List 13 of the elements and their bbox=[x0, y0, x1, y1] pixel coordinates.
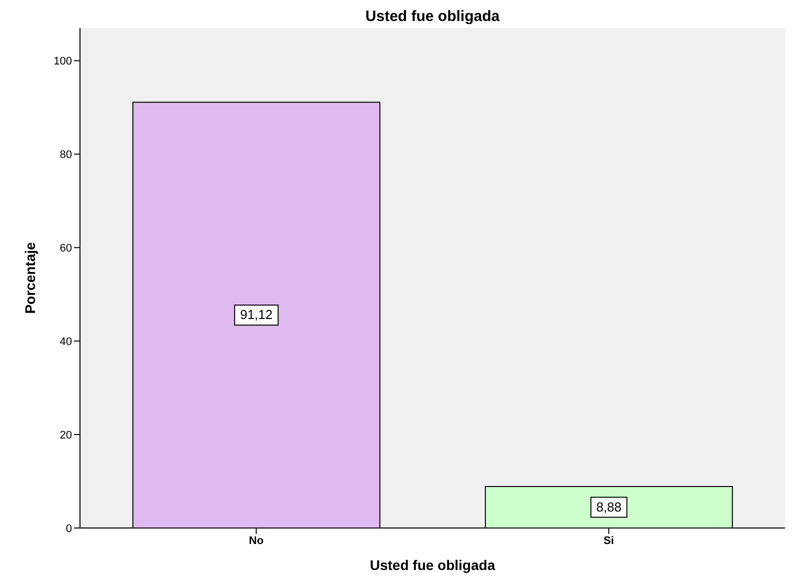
y-tick-label: 0 bbox=[66, 522, 72, 535]
data-label: 8,88 bbox=[596, 499, 622, 514]
y-tick-label: 20 bbox=[60, 429, 72, 442]
data-label: 91,12 bbox=[240, 307, 273, 322]
y-tick-label: 40 bbox=[60, 336, 72, 348]
chart-title: Usted fue obligada bbox=[364, 8, 501, 25]
y-axis-title: Porcentaje bbox=[22, 242, 38, 314]
x-tick-label: No bbox=[248, 534, 264, 547]
y-tick-label: 80 bbox=[60, 149, 72, 162]
y-tick-label: 100 bbox=[54, 56, 72, 68]
x-axis-title: Usted fue obligada bbox=[370, 557, 496, 573]
y-tick-label: 60 bbox=[60, 242, 72, 255]
x-tick-label: Si bbox=[604, 534, 614, 547]
